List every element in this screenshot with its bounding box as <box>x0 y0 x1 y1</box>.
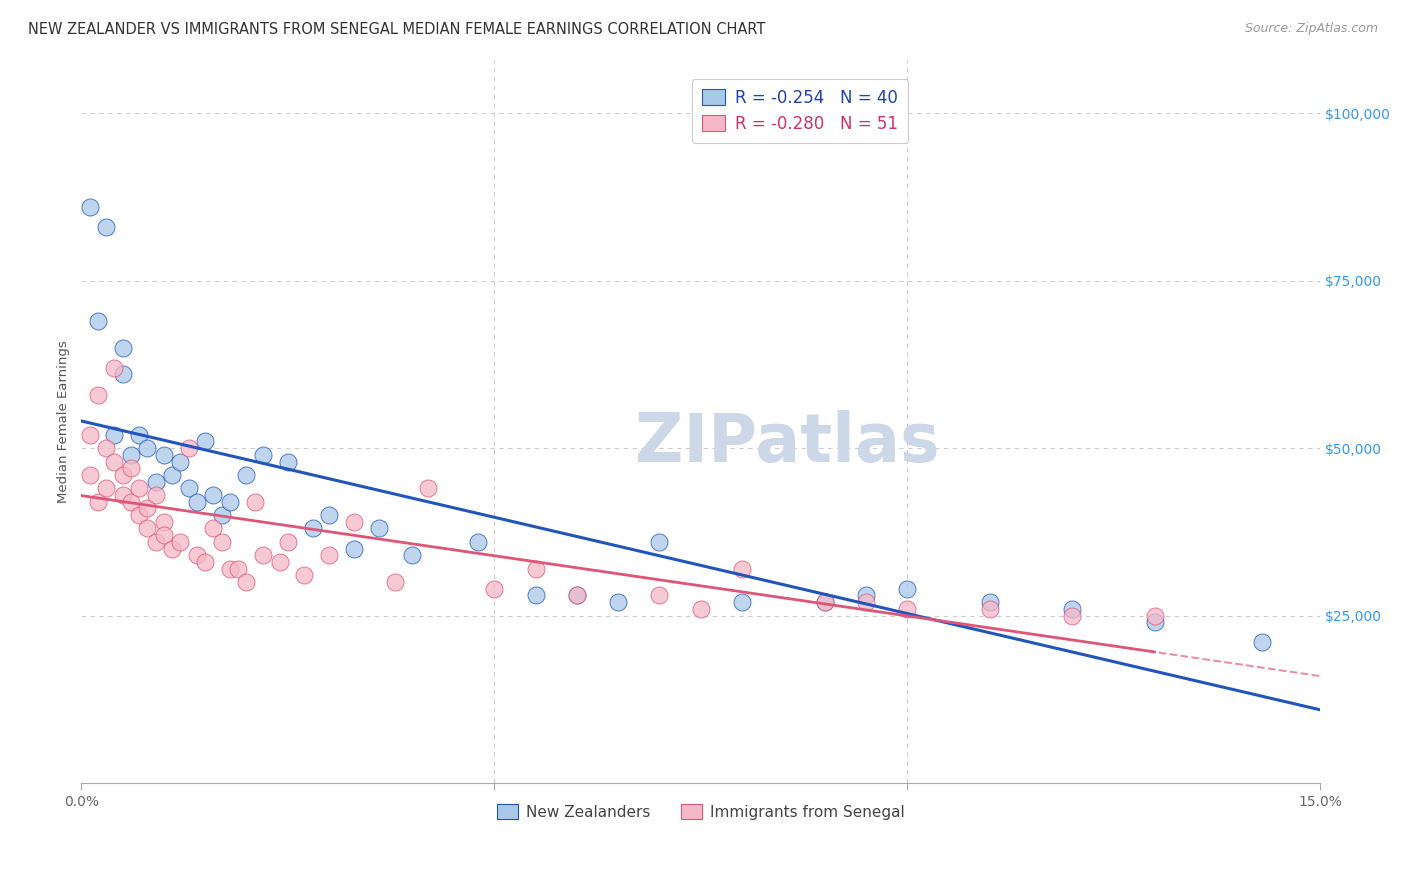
Point <box>235 575 257 590</box>
Point <box>979 602 1001 616</box>
Point <box>252 549 274 563</box>
Point <box>177 441 200 455</box>
Point <box>79 467 101 482</box>
Point <box>79 200 101 214</box>
Point <box>1251 635 1274 649</box>
Point <box>120 448 142 462</box>
Point <box>731 595 754 609</box>
Point <box>211 508 233 522</box>
Text: NEW ZEALANDER VS IMMIGRANTS FROM SENEGAL MEDIAN FEMALE EARNINGS CORRELATION CHAR: NEW ZEALANDER VS IMMIGRANTS FROM SENEGAL… <box>28 22 765 37</box>
Point <box>128 481 150 495</box>
Point <box>103 427 125 442</box>
Point <box>186 494 208 508</box>
Point <box>145 535 167 549</box>
Point <box>367 521 389 535</box>
Point <box>855 589 877 603</box>
Point <box>160 467 183 482</box>
Point <box>814 595 837 609</box>
Point <box>301 521 323 535</box>
Point <box>153 515 176 529</box>
Point <box>94 220 117 235</box>
Point <box>277 535 299 549</box>
Point <box>648 589 671 603</box>
Point <box>1144 608 1167 623</box>
Point <box>128 427 150 442</box>
Point <box>128 508 150 522</box>
Point <box>219 494 242 508</box>
Point <box>689 602 711 616</box>
Point <box>194 434 217 449</box>
Point <box>145 488 167 502</box>
Point <box>136 441 159 455</box>
Text: ZIPatlas: ZIPatlas <box>636 410 939 476</box>
Point <box>111 467 134 482</box>
Point <box>111 341 134 355</box>
Point <box>855 595 877 609</box>
Point <box>153 448 176 462</box>
Point <box>111 368 134 382</box>
Point <box>87 494 110 508</box>
Point <box>318 508 340 522</box>
Point <box>202 488 225 502</box>
Point <box>94 441 117 455</box>
Point <box>565 589 588 603</box>
Point <box>318 549 340 563</box>
Point <box>252 448 274 462</box>
Point <box>136 501 159 516</box>
Point <box>169 454 191 468</box>
Point <box>120 494 142 508</box>
Point <box>292 568 315 582</box>
Point <box>896 582 918 596</box>
Point <box>343 515 366 529</box>
Point <box>177 481 200 495</box>
Point <box>94 481 117 495</box>
Point <box>467 535 489 549</box>
Point <box>565 589 588 603</box>
Point <box>731 562 754 576</box>
Point <box>87 314 110 328</box>
Point <box>243 494 266 508</box>
Point <box>186 549 208 563</box>
Point <box>160 541 183 556</box>
Point <box>269 555 291 569</box>
Point <box>79 427 101 442</box>
Point <box>607 595 630 609</box>
Point <box>1062 602 1084 616</box>
Point <box>219 562 242 576</box>
Legend: New Zealanders, Immigrants from Senegal: New Zealanders, Immigrants from Senegal <box>491 798 911 826</box>
Point <box>401 549 423 563</box>
Point <box>1062 608 1084 623</box>
Point <box>524 589 547 603</box>
Point <box>648 535 671 549</box>
Point <box>979 595 1001 609</box>
Point <box>153 528 176 542</box>
Point <box>235 467 257 482</box>
Point <box>103 360 125 375</box>
Point <box>103 454 125 468</box>
Point <box>136 521 159 535</box>
Point <box>145 475 167 489</box>
Point <box>211 535 233 549</box>
Point <box>484 582 506 596</box>
Point <box>277 454 299 468</box>
Point <box>226 562 249 576</box>
Point <box>896 602 918 616</box>
Point <box>524 562 547 576</box>
Point <box>194 555 217 569</box>
Point <box>202 521 225 535</box>
Point <box>343 541 366 556</box>
Point <box>418 481 440 495</box>
Point <box>1144 615 1167 630</box>
Point <box>169 535 191 549</box>
Point <box>384 575 406 590</box>
Point <box>120 461 142 475</box>
Y-axis label: Median Female Earnings: Median Female Earnings <box>58 340 70 503</box>
Text: Source: ZipAtlas.com: Source: ZipAtlas.com <box>1244 22 1378 36</box>
Point <box>87 387 110 401</box>
Point <box>111 488 134 502</box>
Point <box>814 595 837 609</box>
